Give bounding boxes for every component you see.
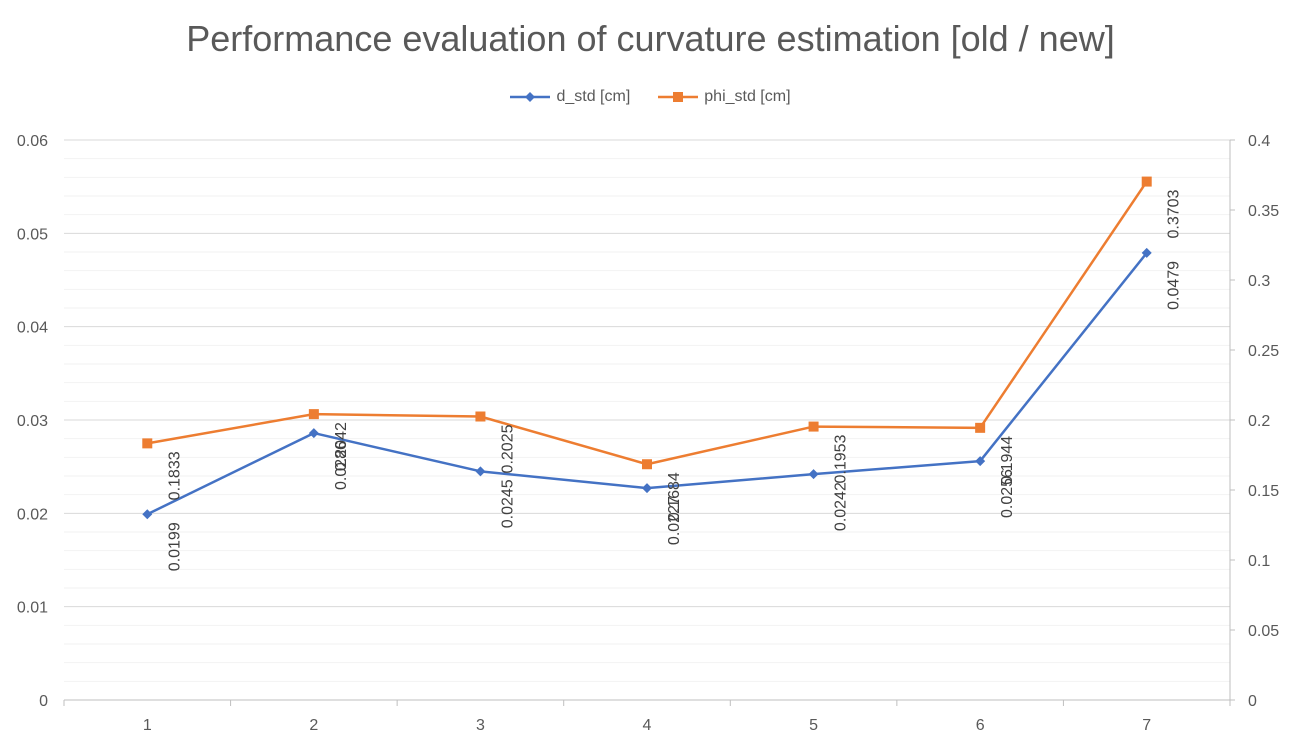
x-tick-label: 3 [476,717,485,734]
y-right-tick-label: 0.25 [1248,343,1279,360]
series-marker-0 [475,466,486,477]
legend-item-d-std: d_std [cm] [510,88,630,106]
x-tick-label: 4 [643,717,652,734]
data-label: 0.0227 [666,496,683,545]
legend: d_std [cm] phi_std [cm] [0,88,1301,106]
legend-item-phi-std: phi_std [cm] [658,88,791,106]
y-left-tick-label: 0.02 [17,506,48,523]
data-label: 0.1684 [666,472,683,521]
y-left-tick-label: 0.03 [17,413,48,430]
data-label: 0.0256 [999,469,1016,518]
data-label: 0.0479 [1166,261,1183,310]
data-label: 0.0242 [833,482,850,531]
y-left-tick-label: 0 [39,693,48,710]
data-label: 0.0286 [333,441,350,490]
legend-label-d-std: d_std [cm] [556,88,631,105]
legend-label-phi-std: phi_std [cm] [704,88,791,105]
y-left-tick-label: 0.01 [17,600,48,617]
data-label: 0.3703 [1166,189,1183,238]
legend-swatch-d-std [510,92,551,102]
y-right-tick-label: 0.2 [1248,413,1270,430]
legend-swatch-phi-std [658,92,699,102]
data-label: 0.0199 [166,522,183,571]
data-label: 0.1953 [833,434,850,483]
series-marker-0 [142,509,153,520]
y-left-tick-label: 0.06 [17,133,48,150]
y-right-tick-label: 0.4 [1248,133,1270,150]
x-tick-label: 2 [309,717,318,734]
data-label: 0.2025 [499,424,516,473]
series-line-1 [147,180,1148,466]
y-left-tick-label: 0.04 [17,320,48,337]
y-right-tick-label: 0.35 [1248,203,1279,220]
series-marker-1 [308,409,319,420]
x-tick-label: 5 [809,717,818,734]
x-tick-label: 1 [143,717,152,734]
x-tick-label: 7 [1142,717,1151,734]
series-marker-0 [808,469,819,480]
series-marker-1 [808,421,819,432]
y-right-tick-label: 0 [1248,693,1257,710]
y-right-tick-label: 0.1 [1248,553,1270,570]
series-line-0 [146,252,1148,516]
chart-title: Performance evaluation of curvature esti… [186,18,1115,59]
series-marker-0 [642,483,652,494]
y-right-tick-label: 0.3 [1248,273,1270,290]
x-tick-label: 6 [976,717,985,734]
data-label: 0.1944 [999,436,1016,485]
data-label: 0.1833 [166,451,183,500]
y-left-tick-label: 0.05 [17,226,48,243]
data-label: 0.0245 [499,479,516,528]
series-marker-1 [975,422,986,433]
series-marker-1 [142,438,153,449]
series-marker-0 [308,428,319,439]
data-label: 0.2042 [333,422,350,471]
series-marker-1 [1141,176,1152,187]
y-right-tick-label: 0.15 [1248,483,1279,500]
y-right-tick-label: 0.05 [1248,623,1279,640]
series-marker-1 [642,459,652,470]
series-marker-1 [475,411,486,422]
series-marker-0 [975,456,986,467]
series-marker-0 [1141,247,1152,258]
